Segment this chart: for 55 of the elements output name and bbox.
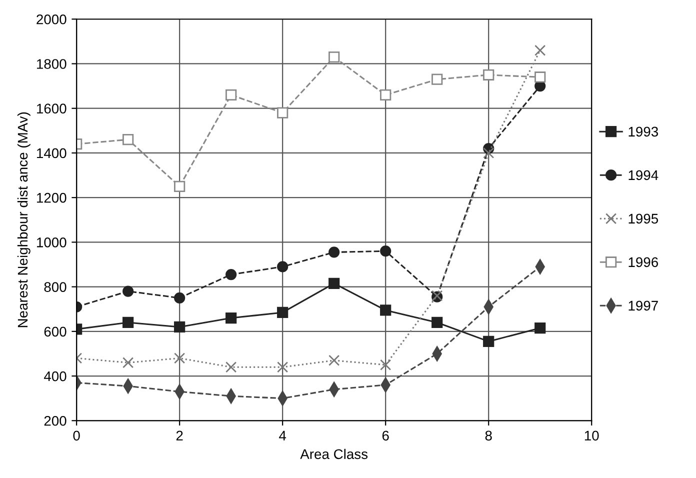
point [483,69,494,80]
y-tick-label: 1600 [37,104,66,114]
point [122,286,134,297]
x-tick-label: 8 [485,430,492,441]
legend-label: 1995 [628,214,658,224]
point [122,357,134,368]
x-tick-label: 2 [176,430,183,440]
point [534,322,546,334]
point [483,336,494,348]
point [328,278,340,290]
y-tick-label: 1800 [37,59,66,69]
y-tick-label: 600 [44,326,66,337]
point [226,268,237,280]
legend-label: 1993 [628,126,658,137]
point [226,362,237,373]
point [122,134,134,146]
point [380,304,392,316]
point [277,306,288,318]
legend-label: 1997 [628,300,658,311]
x-tick-label: 0 [73,430,80,441]
y-tick-label: 1200 [37,192,66,203]
y-tick-label: 1400 [37,148,66,158]
point [328,354,340,366]
y-tick-label: 200 [44,416,66,426]
point [328,51,340,63]
point [328,246,340,258]
point [380,359,392,370]
y-tick-label: 1000 [37,238,66,248]
point [226,89,237,101]
x-tick-label: 4 [279,430,286,440]
x-tick-label: 6 [382,430,389,441]
point [122,316,134,328]
legend-label: 1996 [628,257,658,268]
legend-label: 1994 [628,170,658,180]
point [380,89,392,101]
point [483,147,494,159]
point [174,352,186,364]
y-axis-title: Nearest Neighbour dist ance (MAv) [17,112,30,328]
point [534,72,546,83]
point [380,246,392,257]
point [432,316,443,328]
y-tick-label: 800 [44,282,66,292]
point [534,44,546,56]
point [277,107,288,118]
point [174,292,186,304]
point [174,321,186,333]
point [174,180,186,192]
point [432,74,443,85]
y-tick-label: 400 [44,371,66,382]
y-tick-label: 2000 [36,14,66,24]
point [277,261,288,272]
point [277,362,288,373]
x-axis-title: Area Class [300,448,368,460]
point [226,312,237,324]
x-tick-label: 10 [584,430,599,441]
